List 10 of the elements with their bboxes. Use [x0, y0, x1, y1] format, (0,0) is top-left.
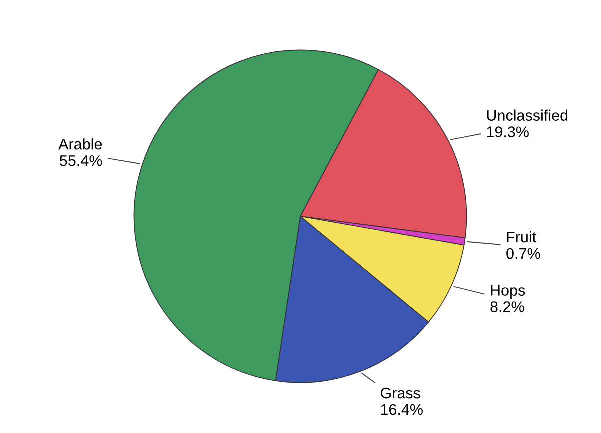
data-label: 55.4%: [60, 155, 102, 166]
slice-label: Unclassified: [487, 110, 568, 121]
data-label: 16.4%: [381, 404, 423, 416]
slice-label: Fruit: [507, 231, 536, 243]
slice-label: Hops: [491, 285, 526, 299]
data-label: 8.2%: [490, 302, 524, 312]
slice-label: Arable: [58, 138, 102, 150]
data-label: 19.3%: [487, 126, 529, 138]
data-label: 0.7%: [506, 248, 540, 260]
slice-label: Grass: [380, 388, 420, 399]
